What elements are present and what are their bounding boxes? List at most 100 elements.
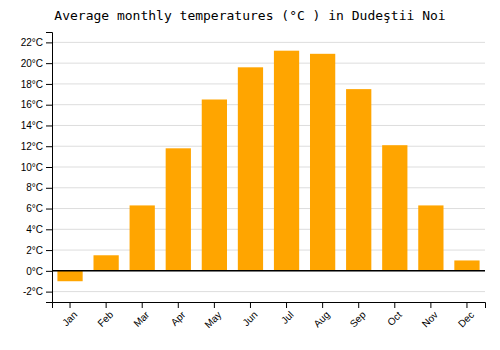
y-tick-mark [46, 229, 52, 230]
x-tick: Jan [60, 302, 79, 328]
y-tick-mark [46, 271, 52, 272]
y-tick-label: 14°C [21, 120, 43, 131]
bar [346, 89, 371, 271]
x-tick-label: Jul [279, 309, 296, 326]
x-tick-mark [394, 302, 395, 308]
y-tick-mark [46, 42, 52, 43]
bar [57, 271, 82, 281]
bar [238, 67, 263, 271]
y-tick-mark [46, 125, 52, 126]
y-tick: 20°C [21, 58, 52, 69]
x-tick-label: Mar [131, 309, 151, 329]
y-tick-label: 0°C [26, 266, 43, 277]
x-tick-mark [178, 302, 179, 308]
y-tick-label: 6°C [26, 203, 43, 214]
zero-line [52, 270, 485, 272]
y-tick-label: 18°C [21, 79, 43, 90]
y-tick: 6°C [26, 203, 52, 214]
x-tick-label: Jun [240, 309, 259, 328]
bar [202, 100, 227, 271]
y-tick: 12°C [21, 141, 52, 152]
x-tick-mark [250, 302, 251, 308]
x-tick-label: Nov [420, 309, 440, 329]
grid-line [52, 83, 485, 84]
x-tick-mark [430, 302, 431, 308]
y-tick-label: 8°C [26, 182, 43, 193]
bars [52, 51, 485, 282]
bar [418, 205, 443, 270]
grid-line [52, 104, 485, 105]
title: Average monthly temperatures (°C ) in Du… [54, 8, 445, 23]
x-tick: Sep [348, 302, 369, 329]
x-tick-label: Jan [60, 309, 79, 328]
x-tick-label: Aug [311, 309, 331, 329]
x-tick-label: Dec [456, 309, 476, 329]
bar [382, 145, 407, 271]
x-tick-label: Sep [348, 309, 369, 330]
bar [274, 51, 299, 271]
y-tick-mark [46, 188, 52, 189]
x-tick: Feb [95, 302, 115, 329]
x-tick-mark [466, 302, 467, 308]
y-tick: -2°C [23, 286, 52, 297]
grid-line [52, 187, 485, 188]
bar [93, 255, 118, 271]
y-axis-line [46, 33, 53, 303]
x-tick: Jul [279, 302, 296, 326]
y-tick: 2°C [26, 245, 52, 256]
y-tick: 18°C [21, 79, 52, 90]
x-tick: Dec [456, 302, 476, 329]
grid-line [52, 63, 485, 64]
y-tick: 8°C [26, 182, 52, 193]
y-tick-mark [46, 250, 52, 251]
y-tick: 16°C [21, 99, 52, 110]
x-axis-line [53, 303, 486, 309]
x-tick: Nov [420, 302, 440, 329]
y-tick-label: 10°C [21, 162, 43, 173]
y-tick-label: 2°C [26, 245, 43, 256]
y-tick: 4°C [26, 224, 52, 235]
x-tick-label: Oct [385, 309, 404, 328]
x-tick-mark [142, 302, 143, 308]
grid-line [52, 42, 485, 43]
x-tick: May [202, 302, 223, 330]
y-tick-mark [46, 63, 52, 64]
bar [310, 54, 335, 271]
x-tick: Mar [131, 302, 151, 329]
grid-line [52, 291, 485, 292]
y-tick-mark [46, 105, 52, 106]
y-tick-mark [46, 167, 52, 168]
x-tick-label: Apr [169, 309, 188, 328]
y-tick-label: 20°C [21, 58, 43, 69]
grid-line [52, 125, 485, 126]
bar [130, 205, 155, 270]
y-tick: 22°C [21, 37, 52, 48]
x-tick-mark [358, 302, 359, 308]
grid-line [52, 167, 485, 168]
x-tick-mark [214, 302, 215, 308]
x-tick: Apr [169, 302, 188, 328]
x-tick-mark [70, 302, 71, 308]
y-tick-label: 4°C [26, 224, 43, 235]
y-tick-mark [46, 292, 52, 293]
x-tick: Aug [311, 302, 331, 329]
y-tick-mark [46, 209, 52, 210]
y-tick-mark [46, 84, 52, 85]
x-axis: Jan Feb Mar Apr May Jun Jul Aug Sep Oct Nov Dec [53, 302, 486, 330]
y-tick-label: 22°C [21, 37, 43, 48]
bar [454, 260, 479, 270]
x-tick-label: Feb [95, 309, 115, 329]
y-tick-label: 16°C [21, 99, 43, 110]
bar [166, 148, 191, 271]
y-tick: 14°C [21, 120, 52, 131]
grid [52, 42, 485, 291]
x-tick-mark [106, 302, 107, 308]
y-axis: -2°C 0°C 2°C 4°C 6°C 8°C 10°C 12°C 14°C 16°C 18°C 2… [21, 33, 53, 303]
x-tick: Oct [385, 302, 404, 328]
grid-line [52, 146, 485, 147]
plot: -2°C 0°C 2°C 4°C 6°C 8°C 10°C 12°C 14°C 16°C 18°C 2… [21, 33, 486, 331]
y-tick-label: 12°C [21, 141, 43, 152]
y-tick-mark [46, 146, 52, 147]
y-tick: 10°C [21, 162, 52, 173]
grid-line [52, 270, 485, 271]
